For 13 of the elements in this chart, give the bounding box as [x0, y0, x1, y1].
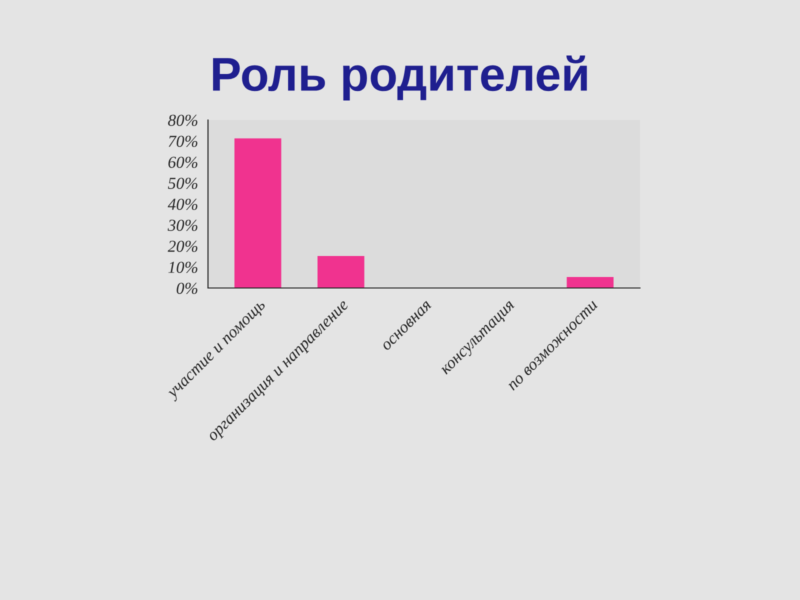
y-tick-label: 0%: [176, 282, 198, 294]
y-tick-label: 10%: [168, 262, 198, 273]
chart-title: Роль родителей: [213, 56, 587, 100]
y-tick-label: 80%: [168, 114, 198, 126]
y-tick-label: 70%: [168, 136, 198, 147]
bar: [318, 256, 364, 288]
y-tick-label: 20%: [168, 240, 198, 252]
bar: [234, 138, 282, 288]
y-tick-label: 40%: [168, 198, 198, 210]
y-tick-label: 60%: [168, 156, 198, 168]
bar: [566, 276, 614, 288]
y-tick-label: 30%: [168, 220, 198, 231]
y-tick-label: 50%: [168, 178, 198, 189]
